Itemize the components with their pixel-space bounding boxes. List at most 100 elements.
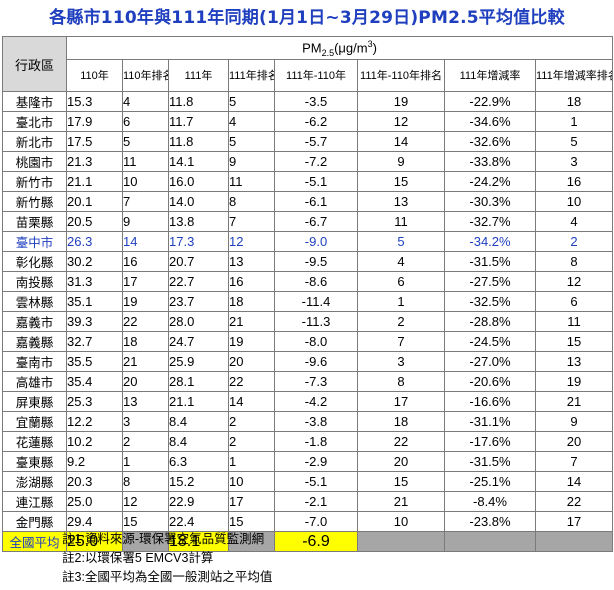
rank-111-cell: 14 (228, 391, 275, 412)
value-111-cell: 8.4 (168, 431, 229, 452)
diff-rank-cell: 21 (357, 491, 445, 512)
value-111-cell: 14.1 (168, 151, 229, 172)
pm25-unit-header: PM2.5(μg/m3) (66, 36, 613, 60)
region-cell: 嘉義縣 (2, 331, 67, 352)
diff-rank-cell: 22 (357, 431, 445, 452)
region-cell: 彰化縣 (2, 251, 67, 272)
table-row: 彰化縣 30.2 16 20.7 13 -9.5 4 -31.5% 8 (2, 251, 613, 272)
rank-110-cell: 9 (122, 211, 169, 232)
region-cell: 臺北市 (2, 111, 67, 132)
pm25-comparison-table: 行政區 PM2.5(μg/m3) 110年 110年排名 111年 111年排名… (2, 36, 613, 552)
average-111: 18.1 (168, 531, 229, 552)
rank-110-cell: 15 (122, 511, 169, 532)
rank-110-cell: 3 (122, 411, 169, 432)
rank-111-cell: 1 (228, 451, 275, 472)
pct-rank-cell: 3 (535, 151, 613, 172)
value-110-cell: 15.3 (66, 91, 123, 112)
rank-111-cell: 19 (228, 331, 275, 352)
rank-111-cell: 2 (228, 431, 275, 452)
diff-rank-cell: 11 (357, 211, 445, 232)
rank-110-cell: 19 (122, 291, 169, 312)
table-row: 花蓮縣 10.2 2 8.4 2 -1.8 22 -17.6% 20 (2, 431, 613, 452)
rank-110-cell: 20 (122, 371, 169, 392)
region-cell: 屏東縣 (2, 391, 67, 412)
value-111-cell: 6.3 (168, 451, 229, 472)
rank-111-cell: 22 (228, 371, 275, 392)
value-111-cell: 28.0 (168, 311, 229, 332)
col-header-110-rank: 110年排名 (122, 59, 169, 92)
rank-110-cell: 12 (122, 491, 169, 512)
pct-rank-cell: 22 (535, 491, 613, 512)
pct-cell: -32.6% (444, 131, 536, 152)
value-110-cell: 35.5 (66, 351, 123, 372)
pct-cell: -31.5% (444, 251, 536, 272)
diff-rank-cell: 18 (357, 411, 445, 432)
diff-cell: -9.6 (274, 351, 358, 372)
pct-cell: -24.2% (444, 171, 536, 192)
value-110-cell: 10.2 (66, 431, 123, 452)
pct-rank-cell: 21 (535, 391, 613, 412)
footnote-3: 註3:全國平均為全國一般測站之平均值 (62, 570, 273, 584)
rank-111-cell: 13 (228, 251, 275, 272)
table-row: 宜蘭縣 12.2 3 8.4 2 -3.8 18 -31.1% 9 (2, 411, 613, 432)
rank-110-cell: 13 (122, 391, 169, 412)
region-cell: 澎湖縣 (2, 471, 67, 492)
table-row: 臺北市 17.9 6 11.7 4 -6.2 12 -34.6% 1 (2, 111, 613, 132)
diff-cell: -11.3 (274, 311, 358, 332)
pct-rank-cell: 5 (535, 131, 613, 152)
pct-rank-cell: 16 (535, 171, 613, 192)
pct-cell: -34.6% (444, 111, 536, 132)
pct-cell: -25.1% (444, 471, 536, 492)
region-cell: 臺中市 (2, 231, 67, 252)
pm-subscript: 2.5 (321, 47, 335, 58)
diff-cell: -6.1 (274, 191, 358, 212)
pct-rank-cell: 19 (535, 371, 613, 392)
col-header-diff-rank: 111年-110年排名 (357, 59, 445, 92)
col-header-110: 110年 (66, 59, 123, 92)
pct-cell: -31.5% (444, 451, 536, 472)
diff-cell: -8.0 (274, 331, 358, 352)
rank-111-cell: 17 (228, 491, 275, 512)
table-row: 苗栗縣 20.5 9 13.8 7 -6.7 11 -32.7% 4 (2, 211, 613, 232)
region-cell: 新竹市 (2, 171, 67, 192)
diff-cell: -6.7 (274, 211, 358, 232)
table-row: 高雄市 35.4 20 28.1 22 -7.3 8 -20.6% 19 (2, 371, 613, 392)
diff-cell: -2.1 (274, 491, 358, 512)
rank-110-cell: 10 (122, 171, 169, 192)
region-cell: 宜蘭縣 (2, 411, 67, 432)
col-header-pct: 111年增減率 (444, 59, 536, 92)
value-111-cell: 11.8 (168, 91, 229, 112)
value-111-cell: 22.9 (168, 491, 229, 512)
table-row: 基隆市 15.3 4 11.8 5 -3.5 19 -22.9% 18 (2, 91, 613, 112)
diff-rank-cell: 12 (357, 111, 445, 132)
diff-rank-cell: 17 (357, 391, 445, 412)
rank-110-cell: 11 (122, 151, 169, 172)
table-row: 雲林縣 35.1 19 23.7 18 -11.4 1 -32.5% 6 (2, 291, 613, 312)
col-header-111-rank: 111年排名 (228, 59, 275, 92)
diff-cell: -8.6 (274, 271, 358, 292)
rank-110-cell: 22 (122, 311, 169, 332)
value-111-cell: 11.7 (168, 111, 229, 132)
table-row: 臺中市 26.3 14 17.3 12 -9.0 5 -34.2% 2 (2, 231, 613, 252)
diff-rank-cell: 13 (357, 191, 445, 212)
region-cell: 高雄市 (2, 371, 67, 392)
value-110-cell: 30.2 (66, 251, 123, 272)
diff-rank-cell: 20 (357, 451, 445, 472)
rank-111-cell: 21 (228, 311, 275, 332)
value-111-cell: 11.8 (168, 131, 229, 152)
value-111-cell: 15.2 (168, 471, 229, 492)
value-111-cell: 14.0 (168, 191, 229, 212)
table-row: 連江縣 25.0 12 22.9 17 -2.1 21 -8.4% 22 (2, 491, 613, 512)
average-110: 25.0 (66, 531, 123, 552)
diff-rank-cell: 4 (357, 251, 445, 272)
rank-111-cell: 5 (228, 131, 275, 152)
pct-rank-cell: 18 (535, 91, 613, 112)
region-cell: 雲林縣 (2, 291, 67, 312)
pct-cell: -23.8% (444, 511, 536, 532)
unit-close: ) (372, 39, 377, 55)
rank-110-cell: 16 (122, 251, 169, 272)
diff-rank-cell: 10 (357, 511, 445, 532)
value-111-cell: 21.1 (168, 391, 229, 412)
region-cell: 苗栗縣 (2, 211, 67, 232)
diff-cell: -9.0 (274, 231, 358, 252)
